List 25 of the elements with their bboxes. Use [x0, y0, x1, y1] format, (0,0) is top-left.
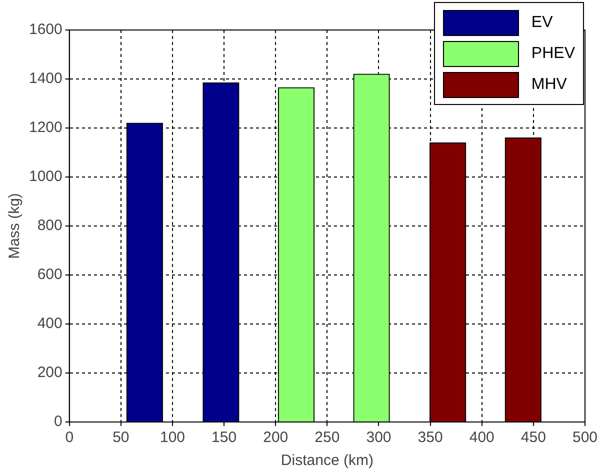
x-tick-label: 0 — [65, 429, 74, 446]
x-tick-label: 300 — [366, 429, 392, 446]
x-tick-label: 100 — [160, 429, 186, 446]
x-tick-label: 350 — [418, 429, 443, 446]
x-tick-label: 50 — [112, 429, 130, 446]
x-tick-label: 150 — [212, 429, 237, 446]
y-tick-label: 400 — [37, 315, 62, 332]
x-axis-title: Distance (km) — [280, 452, 374, 470]
y-tick-label: 1000 — [28, 168, 62, 186]
y-tick-label: 1200 — [28, 119, 62, 136]
y-tick-label: 800 — [37, 217, 62, 234]
y-tick-label: 1600 — [28, 21, 62, 38]
x-tick-label: 450 — [520, 429, 546, 446]
legend-label: EV — [531, 14, 553, 32]
y-tick-label: 600 — [37, 266, 62, 284]
x-tick-label: 500 — [572, 429, 598, 446]
x-tick-label: 200 — [263, 429, 288, 446]
legend-label: PHEV — [531, 44, 575, 62]
y-tick-label: 1400 — [28, 70, 62, 88]
y-tick-label: 0 — [54, 413, 62, 430]
legend-label: MHV — [531, 76, 567, 94]
x-tick-label: 400 — [469, 429, 494, 446]
y-tick-label: 200 — [37, 364, 62, 382]
y-axis-title: Mass (kg) — [6, 193, 24, 259]
x-tick-label: 250 — [314, 429, 340, 446]
